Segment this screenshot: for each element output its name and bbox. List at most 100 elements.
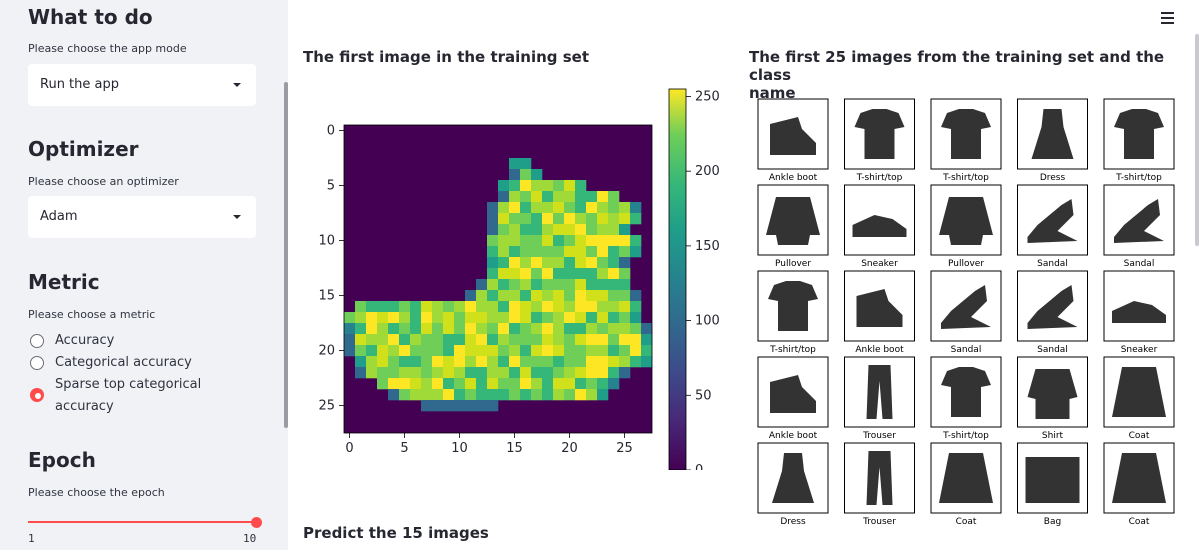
training-image-tile: Trouser (844, 356, 915, 441)
training-image-tile: Trouser (844, 442, 915, 527)
grid-title: The first 25 images from the training se… (749, 48, 1200, 102)
training-image-label: T-shirt/top (942, 173, 989, 183)
x-tick-label: 5 (400, 441, 408, 456)
training-image-tile: T-shirt/top (1103, 98, 1175, 183)
epoch-heading: Epoch (28, 448, 96, 472)
metric-option-label-line2: accuracy (55, 399, 114, 414)
training-image-label: Bag (1044, 517, 1061, 527)
x-tick-label: 10 (451, 441, 468, 456)
training-image-label: Coat (956, 517, 977, 527)
main-scrollbar[interactable] (1195, 34, 1199, 246)
epoch-help: Please choose the epoch (28, 486, 165, 499)
epoch-slider-handle[interactable] (251, 517, 262, 528)
training-image-label: Trouser (862, 517, 896, 527)
training-image-label: Pullover (775, 259, 811, 269)
training-image-tile: Sneaker (844, 184, 915, 269)
training-image-label: Coat (1129, 517, 1150, 527)
app-mode-select[interactable]: Run the app (28, 64, 256, 106)
training-image-tile: Dress (1017, 98, 1088, 183)
epoch-slider-track[interactable] (28, 521, 256, 523)
training-image-tile: Shirt (1017, 356, 1088, 441)
y-tick-label: 20 (318, 344, 335, 359)
grid-title-line1: The first 25 images from the training se… (749, 48, 1165, 84)
heatmap-axes: 0 5 10 15 20 25 0 5 10 15 20 25 (318, 124, 653, 456)
radio-icon (30, 334, 44, 348)
training-image-label: Ankle boot (769, 173, 818, 183)
training-image-label: T-shirt/top (1115, 173, 1162, 183)
training-image-label: Coat (1129, 431, 1150, 441)
training-image-tile: Dress (757, 442, 829, 527)
training-image-tile: T-shirt/top (930, 98, 1002, 183)
training-image-label: Dress (1040, 173, 1066, 183)
x-tick-label: 20 (561, 441, 578, 456)
colorbar (668, 88, 687, 470)
training-image-tile: T-shirt/top (757, 270, 829, 355)
training-image-tile: Pullover (757, 184, 829, 269)
training-image-label: Sandal (1124, 259, 1155, 269)
training-image-label: Sneaker (1121, 345, 1158, 355)
sidebar-scrollbar[interactable] (284, 82, 288, 428)
training-image-label: Dress (780, 517, 806, 527)
chevron-down-icon (233, 83, 241, 87)
training-image-tile: Pullover (930, 184, 1002, 269)
optimizer-help: Please choose an optimizer (28, 175, 179, 188)
y-tick-label: 5 (327, 179, 335, 194)
training-image-tile: Coat (930, 442, 1002, 527)
colorbar-tick-label: 150 (695, 239, 720, 254)
radio-selected-icon (30, 388, 44, 402)
colorbar-tick-label: 50 (695, 388, 712, 403)
training-image-label: T-shirt/top (942, 431, 989, 441)
metric-help: Please choose a metric (28, 308, 156, 321)
colorbar-tick-label: 250 (695, 89, 720, 104)
training-image-tile: Sandal (1017, 184, 1088, 269)
training-image-label: Ankle boot (855, 345, 904, 355)
training-image-tile: Sandal (1017, 270, 1088, 355)
training-image-tile: Sneaker (1103, 270, 1175, 355)
y-tick-label: 15 (318, 289, 335, 304)
training-image-label: T-shirt/top (769, 345, 816, 355)
heatmap-image (344, 125, 653, 433)
first-image-title: The first image in the training set (303, 48, 590, 66)
predict-title: Predict the 15 images (303, 524, 489, 542)
metric-heading: Metric (28, 270, 100, 294)
colorbar-tick-label: 200 (695, 164, 720, 179)
training-image-tile: Coat (1103, 442, 1175, 527)
y-tick-label: 25 (318, 399, 335, 414)
colorbar-tick-label: 100 (695, 314, 720, 329)
training-image-tile: Coat (1103, 356, 1175, 441)
x-tick-label: 25 (616, 441, 633, 456)
y-tick-label: 10 (318, 234, 335, 249)
y-tick-label: 0 (327, 124, 335, 139)
x-tick-label: 15 (506, 441, 523, 456)
app-mode-value: Run the app (40, 77, 119, 92)
app-mode-help: Please choose the app mode (28, 42, 187, 55)
training-image-tile: T-shirt/top (930, 356, 1002, 441)
training-image-label: Sandal (1037, 345, 1068, 355)
radio-icon (30, 356, 44, 370)
colorbar-tick-label: 0 (695, 463, 703, 470)
grid-title-line2: name (749, 84, 796, 102)
training-image-tile: Ankle boot (757, 356, 829, 441)
metric-option-label: Accuracy (55, 333, 115, 348)
training-image-tile: Ankle boot (757, 98, 829, 183)
optimizer-value: Adam (40, 209, 78, 224)
optimizer-select[interactable]: Adam (28, 196, 256, 238)
optimizer-heading: Optimizer (28, 137, 139, 161)
training-image-label: T-shirt/top (856, 173, 903, 183)
epoch-slider-max: 10 (243, 532, 257, 545)
metric-option-label: Sparse top categorical (55, 377, 202, 392)
x-tick-label: 0 (345, 441, 353, 456)
training-image-label: Sandal (1037, 259, 1068, 269)
training-image-tile: Bag (1017, 442, 1088, 527)
hamburger-menu-icon[interactable] (1161, 12, 1175, 24)
training-image-tile: T-shirt/top (844, 98, 915, 183)
training-image-tile: Sandal (1103, 184, 1175, 269)
colorbar-axis: 0 50 100 150 200 250 (686, 89, 720, 470)
training-image-tile: Sandal (930, 270, 1002, 355)
training-image-label: Sandal (951, 345, 982, 355)
sidebar: What to do Please choose the app mode Ru… (0, 0, 288, 550)
app-mode-heading: What to do (28, 5, 153, 29)
training-images-grid: Ankle boot T-shirt/top T-shirt/top Dress T-s… (757, 98, 1175, 527)
training-image-label: Pullover (948, 259, 984, 269)
